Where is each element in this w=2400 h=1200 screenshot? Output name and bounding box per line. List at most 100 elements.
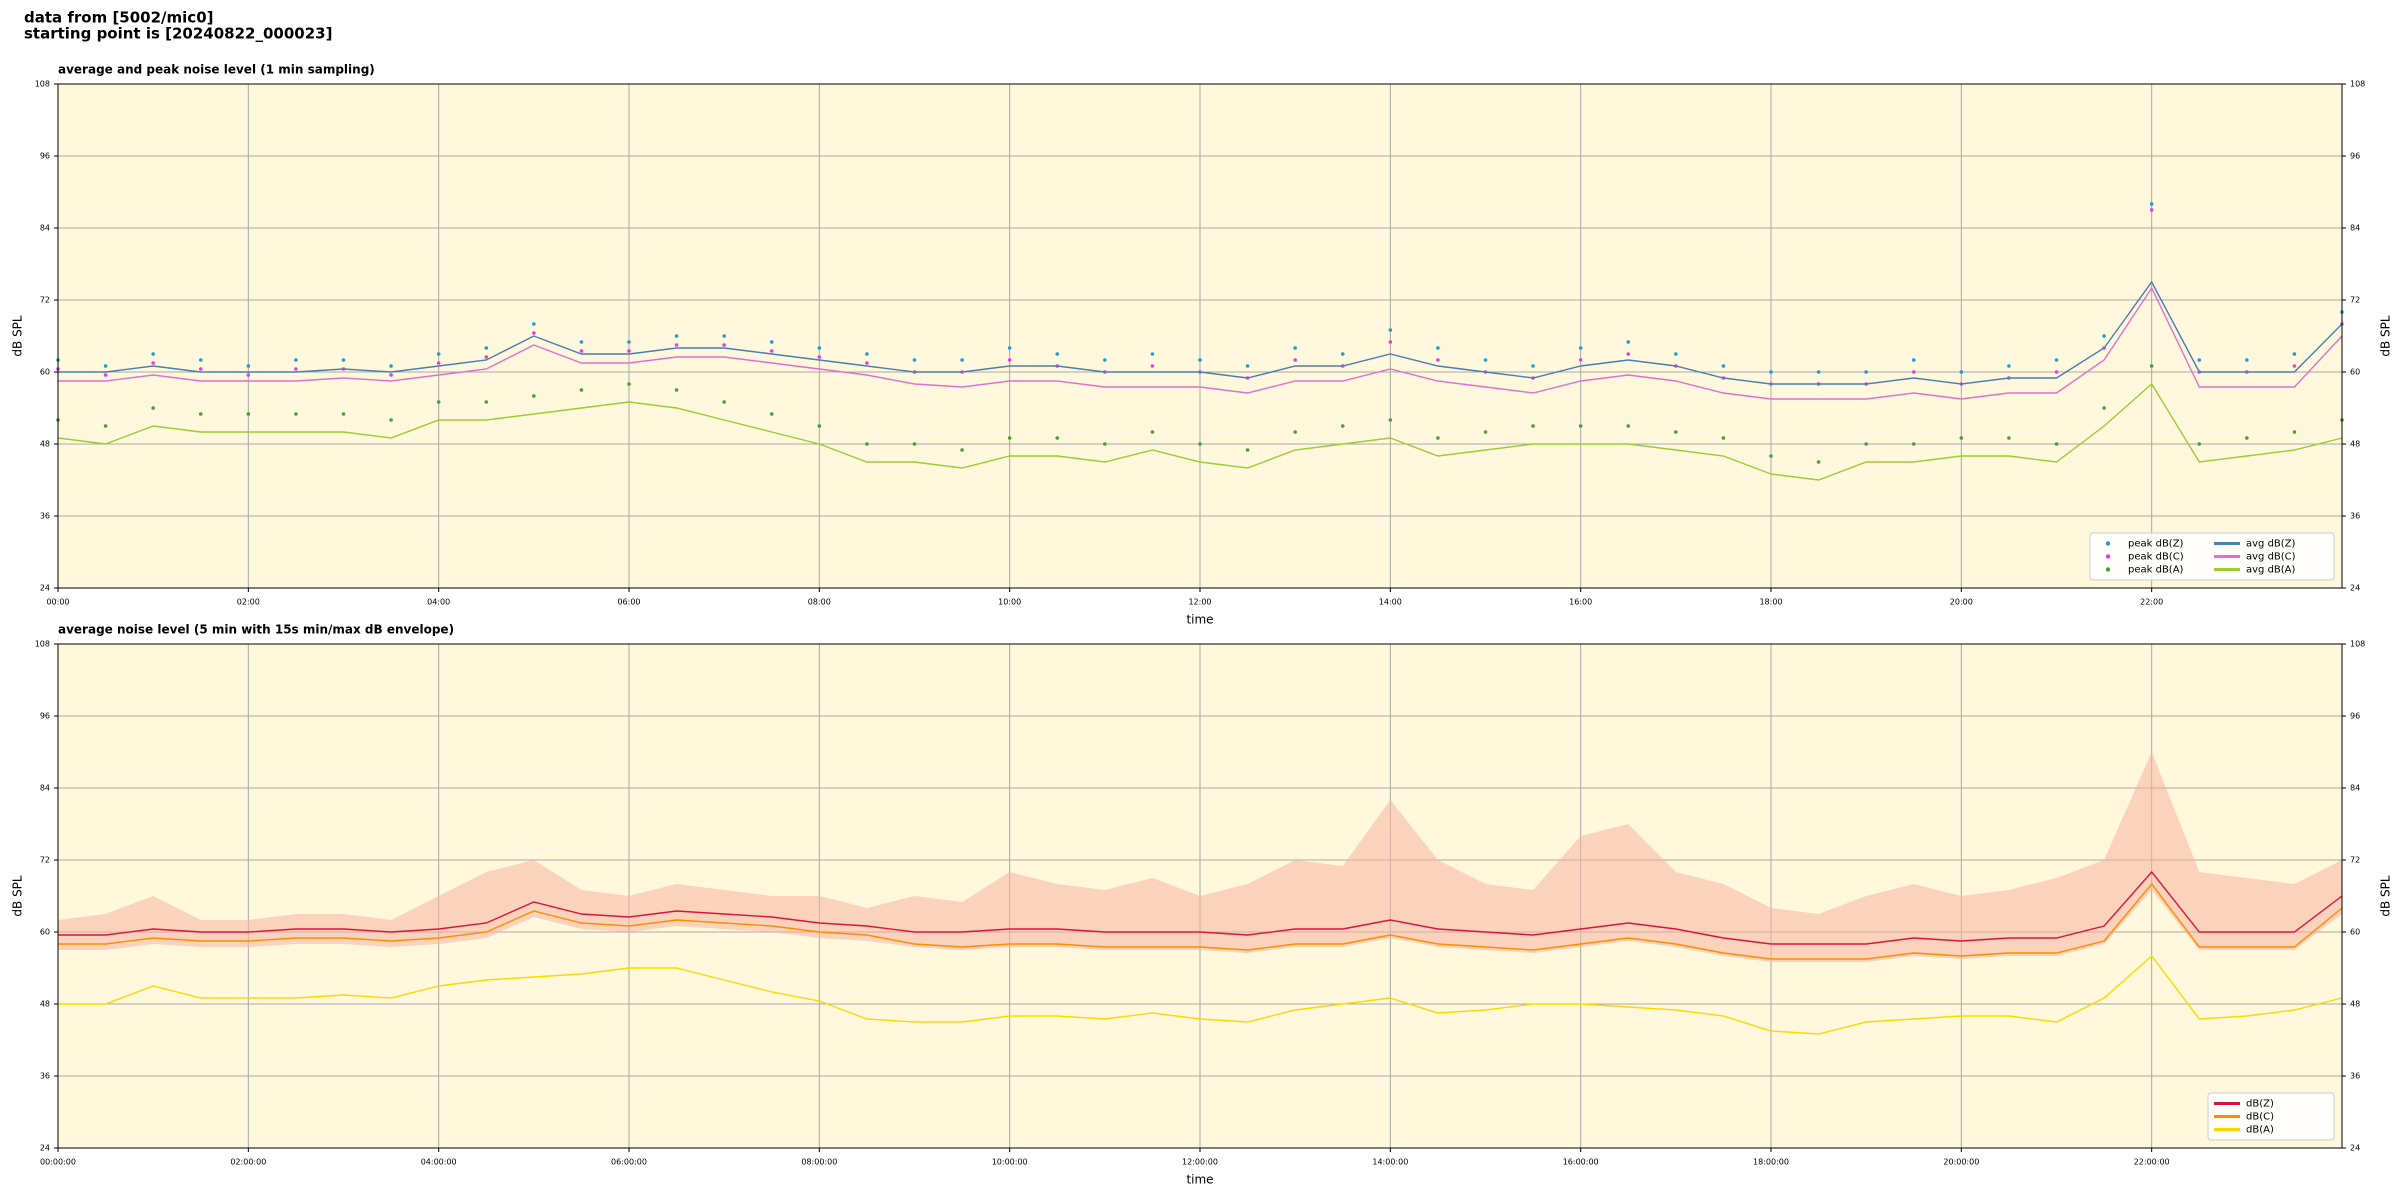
peak-dot bbox=[1245, 448, 1250, 452]
y-axis-label: dB SPL bbox=[11, 315, 25, 357]
peak-dot bbox=[532, 322, 536, 326]
x-tick-label: 18:00 bbox=[1759, 598, 1782, 607]
peak-dot bbox=[1911, 442, 1916, 446]
peak-dot bbox=[1578, 346, 1583, 350]
peak-dot bbox=[1626, 340, 1631, 344]
peak-dot bbox=[865, 442, 869, 446]
y-tick-label: 36 bbox=[40, 1072, 50, 1081]
peak-dot bbox=[912, 358, 917, 362]
peak-dot bbox=[579, 388, 584, 392]
y-tick-label: 96 bbox=[2350, 712, 2360, 721]
peak-dot bbox=[912, 442, 917, 446]
peak-dot bbox=[1721, 364, 1726, 368]
peak-dot bbox=[2102, 406, 2106, 410]
x-tick-label: 04:00 bbox=[427, 598, 450, 607]
peak-dot bbox=[1721, 436, 1726, 440]
peak-dot bbox=[960, 448, 964, 452]
legend-label: dB(A) bbox=[2246, 1125, 2274, 1136]
peak-dot bbox=[389, 418, 393, 422]
peak-dot bbox=[1340, 424, 1345, 428]
peak-dot bbox=[2054, 442, 2059, 446]
peak-dot bbox=[1959, 370, 1964, 374]
peak-dot bbox=[2102, 334, 2106, 338]
y-tick-label: 96 bbox=[40, 712, 50, 721]
y-tick-label: 48 bbox=[40, 1000, 50, 1009]
peak-dot bbox=[865, 352, 869, 356]
peak-dot bbox=[579, 340, 584, 344]
x-axis-label: time bbox=[1186, 1173, 1213, 1187]
peak-dot bbox=[2197, 358, 2202, 362]
peak-dot bbox=[151, 406, 155, 410]
envelope-band bbox=[58, 752, 2342, 962]
x-tick-label: 00:00:00 bbox=[40, 1158, 76, 1167]
peak-dot bbox=[2292, 352, 2297, 356]
peak-dot bbox=[1531, 424, 1535, 428]
peak-dot bbox=[769, 340, 774, 344]
peak-dot bbox=[1198, 358, 1202, 362]
peak-dot bbox=[2054, 358, 2059, 362]
legend-swatch bbox=[2105, 541, 2111, 546]
x-tick-label: 00:00 bbox=[46, 598, 69, 607]
y-tick-label: 24 bbox=[40, 1144, 50, 1153]
peak-dot bbox=[1198, 442, 1202, 446]
peak-dot bbox=[1055, 436, 1060, 440]
peak-dot bbox=[1055, 352, 1060, 356]
peak-dot bbox=[2149, 202, 2154, 206]
series-line bbox=[58, 870, 2343, 945]
x-tick-label: 14:00 bbox=[1379, 598, 1402, 607]
y-tick-label: 60 bbox=[40, 368, 50, 377]
peak-dot bbox=[1674, 430, 1678, 434]
peak-dot bbox=[484, 400, 489, 404]
series-line bbox=[58, 954, 2343, 1035]
y-tick-label: 108 bbox=[2350, 80, 2365, 89]
peak-dot bbox=[436, 352, 441, 356]
peak-dot bbox=[1816, 370, 1821, 374]
x-tick-label: 10:00:00 bbox=[992, 1158, 1028, 1167]
peak-dot bbox=[1293, 430, 1297, 434]
peak-dot bbox=[246, 364, 251, 368]
peak-dot bbox=[1911, 370, 1916, 374]
peak-dot bbox=[2149, 208, 2154, 212]
x-tick-label: 02:00:00 bbox=[230, 1158, 266, 1167]
y-tick-label: 48 bbox=[2350, 1000, 2360, 1009]
x-tick-label: 16:00:00 bbox=[1563, 1158, 1599, 1167]
y-tick-label: 60 bbox=[2350, 928, 2360, 937]
peak-dot bbox=[1626, 424, 1631, 428]
peak-dot bbox=[1864, 442, 1868, 446]
y-tick-label: 36 bbox=[40, 512, 50, 521]
peak-dot bbox=[627, 340, 631, 344]
legend-label: avg dB(Z) bbox=[2246, 539, 2296, 550]
legend-label: peak dB(A) bbox=[2128, 565, 2184, 576]
y-tick-label: 36 bbox=[2350, 512, 2360, 521]
peak-dot bbox=[1769, 454, 1773, 458]
y-tick-label: 72 bbox=[40, 856, 50, 865]
y-tick-label: 24 bbox=[2350, 584, 2360, 593]
y-tick-label: 72 bbox=[40, 296, 50, 305]
peak-dot bbox=[1531, 364, 1535, 368]
peak-dot bbox=[674, 334, 679, 338]
y-tick-label: 72 bbox=[2350, 856, 2360, 865]
peak-dot bbox=[2245, 358, 2249, 362]
peak-dot bbox=[769, 349, 774, 353]
series-line bbox=[58, 280, 2343, 385]
y-tick-label: 24 bbox=[40, 584, 50, 593]
peak-dot bbox=[103, 364, 108, 368]
y-tick-label: 60 bbox=[40, 928, 50, 937]
x-tick-label: 02:00 bbox=[237, 598, 260, 607]
peak-dot bbox=[2007, 364, 2011, 368]
peak-dot bbox=[1816, 460, 1821, 464]
chart-title: average and peak noise level (1 min samp… bbox=[58, 63, 375, 77]
peak-dot bbox=[1483, 358, 1488, 362]
y-tick-label: 108 bbox=[2350, 640, 2365, 649]
peak-dot bbox=[1007, 436, 1012, 440]
peak-dot bbox=[769, 412, 774, 416]
y-tick-label: 60 bbox=[2350, 368, 2360, 377]
peak-dot bbox=[1578, 358, 1583, 362]
legend-swatch bbox=[2105, 567, 2111, 572]
x-tick-label: 18:00:00 bbox=[1753, 1158, 1789, 1167]
y-axis-label: dB SPL bbox=[2379, 875, 2393, 917]
peak-dot bbox=[2149, 364, 2154, 368]
x-tick-label: 06:00:00 bbox=[611, 1158, 647, 1167]
x-tick-label: 12:00:00 bbox=[1182, 1158, 1218, 1167]
legend-label: dB(C) bbox=[2246, 1112, 2274, 1123]
